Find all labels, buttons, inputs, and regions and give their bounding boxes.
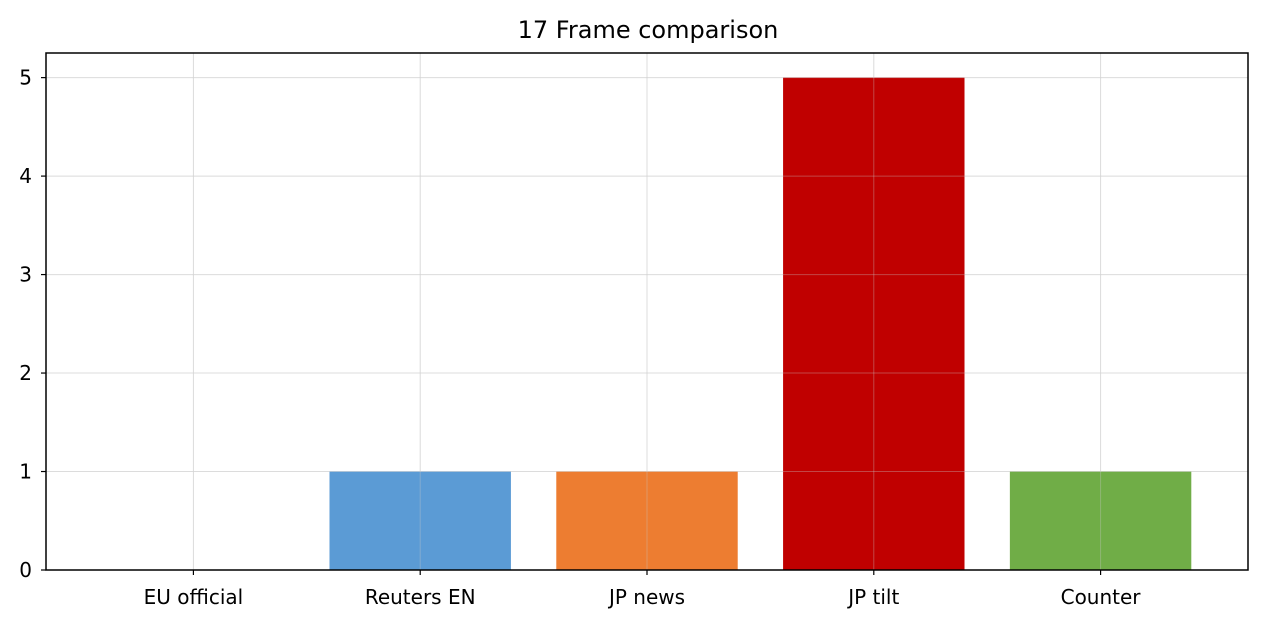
bar — [783, 77, 965, 570]
y-tick-label: 1 — [19, 460, 32, 484]
y-tick-label: 5 — [19, 66, 32, 90]
grid-layer — [46, 53, 1248, 571]
y-tick-label: 4 — [19, 164, 32, 188]
bars-layer — [329, 77, 1192, 570]
x-axis: EU official Reuters EN JP news JP tilt Count… — [144, 570, 1142, 609]
x-tick-label: EU official — [144, 585, 244, 609]
y-tick-label: 2 — [19, 361, 32, 385]
x-tick-label: JP news — [607, 585, 685, 609]
y-tick-label: 3 — [19, 263, 32, 287]
x-tick-label: JP tilt — [846, 585, 899, 609]
bar — [556, 471, 738, 570]
bar — [1009, 471, 1192, 570]
y-tick-label: 0 — [19, 558, 32, 582]
x-tick-label: Counter — [1061, 585, 1142, 609]
x-tick-label: Reuters EN — [365, 585, 476, 609]
bar — [329, 471, 511, 570]
chart-title: 17 Frame comparison — [518, 16, 779, 44]
y-axis: 0 1 2 3 4 5 — [19, 66, 46, 582]
